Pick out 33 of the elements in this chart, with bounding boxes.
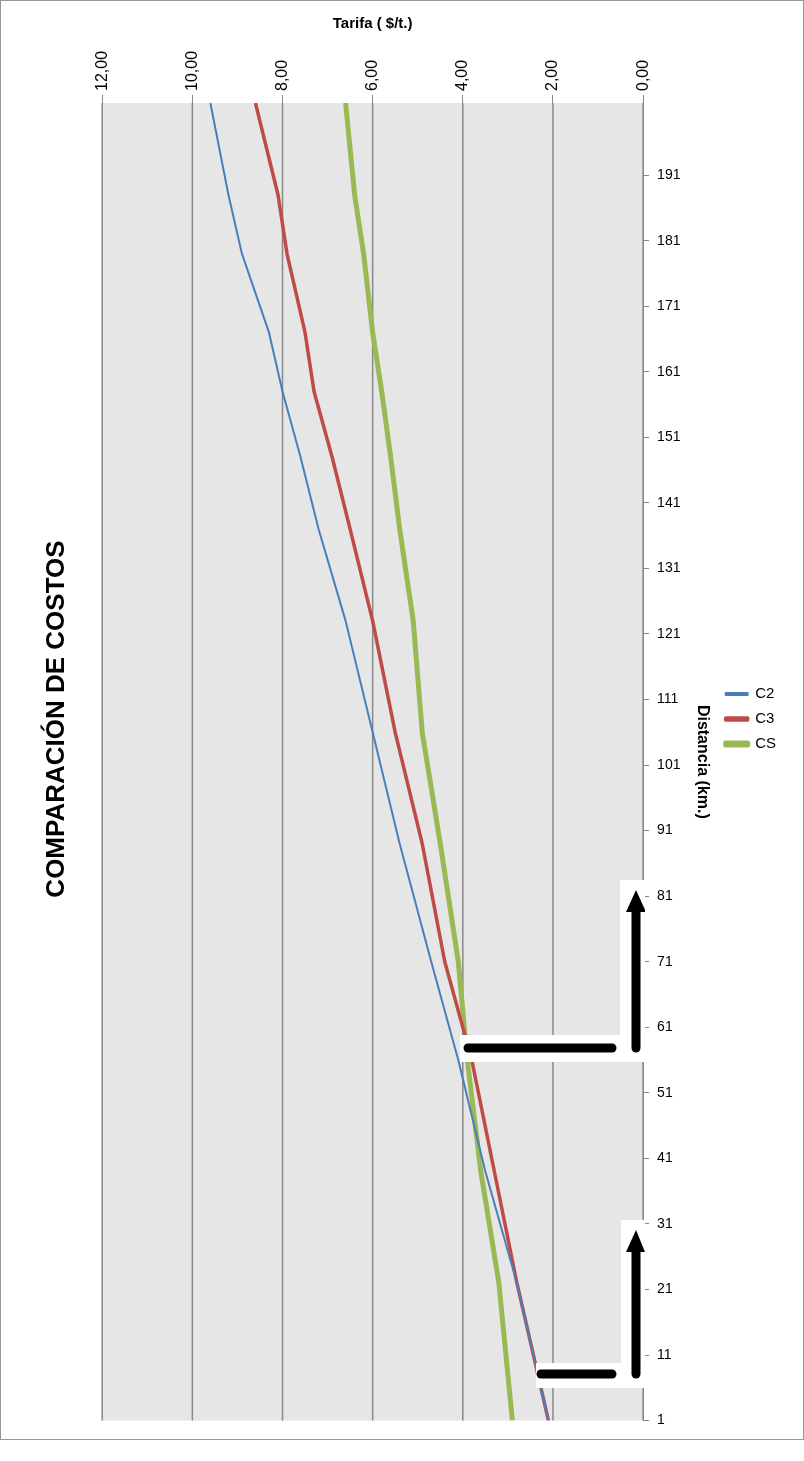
y-tick-label: 121 xyxy=(657,624,681,641)
y-tick-label: 171 xyxy=(657,297,681,314)
x-tick-label: 4,00 xyxy=(453,59,471,91)
y-tick-label: 151 xyxy=(657,428,681,445)
y-tick-label: 141 xyxy=(657,493,681,510)
y-axis-title: Distancia (km.) xyxy=(694,704,712,819)
y-tick-label: 161 xyxy=(657,362,681,379)
y-tick-label: 41 xyxy=(657,1149,673,1166)
y-tick-label: 51 xyxy=(657,1083,673,1100)
y-tick-label: 1 xyxy=(657,1411,666,1428)
y-tick-label: 111 xyxy=(657,690,679,707)
y-tick-label: 21 xyxy=(657,1280,673,1297)
y-tick-label: 191 xyxy=(657,165,681,182)
x-tick-label: 12,00 xyxy=(92,50,110,91)
y-tick-label: 81 xyxy=(657,887,673,904)
y-tick-label: 31 xyxy=(657,1214,673,1231)
y-tick-label: 131 xyxy=(657,559,681,576)
y-tick-label: 11 xyxy=(657,1345,672,1362)
x-tick-label: 2,00 xyxy=(543,59,561,91)
text: COMPARACIÓN DE COSTOS xyxy=(39,540,70,898)
legend-label: C3 xyxy=(755,709,775,727)
y-tick-label: 181 xyxy=(657,231,681,248)
y-tick-label: 71 xyxy=(657,952,673,969)
y-tick-label: 101 xyxy=(657,755,681,772)
x-tick-label: 10,00 xyxy=(182,50,200,91)
y-tick-label: 91 xyxy=(657,821,673,838)
x-tick-label: 8,00 xyxy=(272,59,290,91)
legend-label: CS xyxy=(755,734,777,752)
legend-label: C2 xyxy=(755,684,775,702)
y-tick-label: 61 xyxy=(657,1018,673,1035)
x-tick-label: 0,00 xyxy=(633,59,651,91)
x-tick-label: 6,00 xyxy=(363,59,381,91)
x-axis-title: Tarifa ( $/t.) xyxy=(332,14,413,32)
